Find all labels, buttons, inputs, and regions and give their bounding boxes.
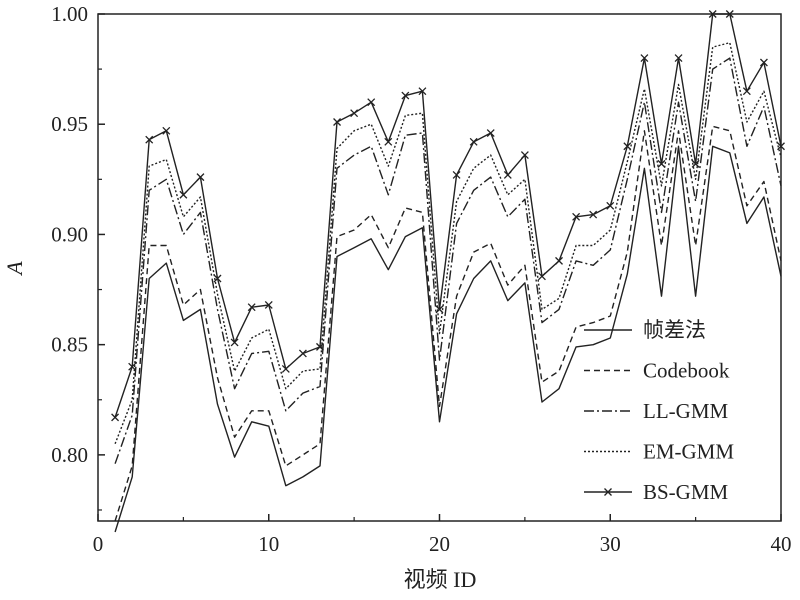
series-4-point	[555, 256, 563, 265]
legend: 帧差法 Codebook LL-GMM EM-GMM BS-GMM	[584, 318, 734, 504]
series-4-point	[606, 201, 615, 210]
series-4-point	[759, 58, 768, 67]
x-tick-label: 30	[600, 532, 621, 556]
plot-area	[111, 10, 785, 533]
legend-entry: LL-GMM	[643, 399, 728, 423]
series-4-point	[657, 159, 666, 168]
series-4-point	[452, 170, 461, 179]
legend-entry: EM-GMM	[643, 440, 734, 464]
series-line-3	[114, 42, 782, 445]
y-tick-label: 0.85	[51, 333, 88, 357]
legend-entry: Codebook	[643, 359, 730, 383]
series-4-point	[128, 362, 137, 371]
series-4-point	[196, 173, 205, 182]
series-4-point	[247, 303, 256, 312]
series-4-point	[537, 272, 546, 281]
x-tick-label: 40	[771, 532, 792, 556]
y-tick-label: 0.80	[51, 443, 88, 467]
series-4-point	[179, 190, 188, 199]
series-line-0	[114, 145, 782, 533]
series-4-point	[589, 210, 598, 219]
series-4-point	[640, 54, 649, 63]
series-4-point	[469, 137, 478, 146]
legend-entry: 帧差法	[643, 318, 706, 342]
series-4-point	[384, 137, 393, 146]
y-axis-label: A	[2, 261, 27, 277]
series-4-point	[298, 349, 307, 358]
series-4-point	[350, 109, 359, 118]
y-tick-label: 0.90	[51, 222, 88, 246]
series-4-point	[264, 301, 273, 309]
series-4-point	[213, 274, 222, 283]
series-4-point	[691, 159, 700, 168]
series-4-point	[435, 305, 444, 314]
series-line-2	[114, 57, 782, 464]
series-4-point	[316, 342, 324, 351]
x-axis-label: 视频 ID	[404, 567, 477, 592]
x-tick-label: 20	[429, 532, 450, 556]
y-tick-label: 0.95	[51, 112, 88, 136]
series-4-point	[367, 98, 376, 107]
series-4-point	[572, 212, 581, 221]
series-4-point	[333, 118, 342, 126]
axes: 0 10 20 30 40 0.80 0.85 0.90 0.95 1.00	[51, 2, 791, 556]
series-4-point	[503, 170, 512, 179]
series-4-point	[111, 413, 120, 422]
series-4-point	[145, 135, 154, 144]
x-tick-label: 0	[93, 532, 104, 556]
series-4-point	[623, 142, 632, 151]
series-line-1	[114, 125, 782, 522]
series-4-point	[674, 54, 683, 63]
series-4-point	[230, 338, 239, 347]
series-4-point	[486, 129, 495, 137]
series-4-point	[162, 126, 171, 135]
series-4-point	[520, 151, 529, 160]
series-line-4	[114, 13, 782, 418]
x-tick-label: 10	[258, 532, 279, 556]
series-4-point	[418, 87, 427, 96]
series-4-point	[281, 364, 290, 373]
series-4-point	[401, 91, 410, 100]
legend-entry: BS-GMM	[643, 480, 729, 504]
legend-marker	[604, 488, 612, 496]
y-tick-label: 1.00	[51, 2, 88, 26]
series-4-point	[742, 87, 751, 96]
